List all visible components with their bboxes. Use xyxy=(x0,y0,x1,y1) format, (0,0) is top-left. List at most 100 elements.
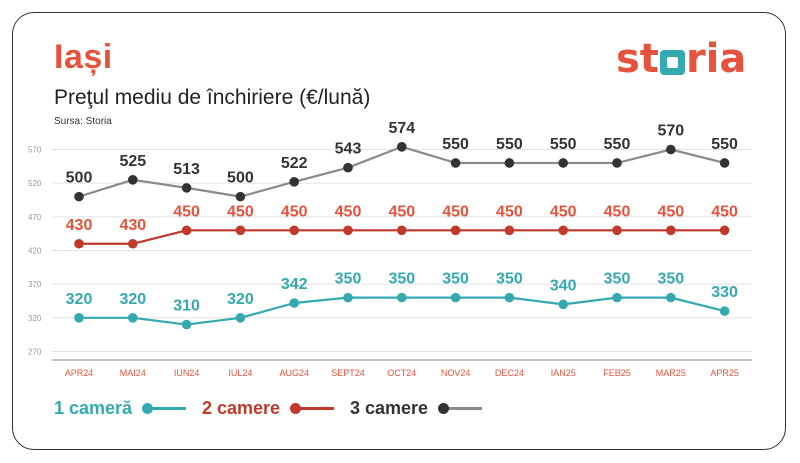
data-point-s3-11 xyxy=(666,144,676,155)
data-label-s2-10: 450 xyxy=(604,203,631,220)
data-point-s1-9 xyxy=(558,299,568,310)
data-point-s1-2 xyxy=(181,319,192,330)
x-tick-label-sept24: SEPT24 xyxy=(331,368,365,378)
logo-text-right: ria xyxy=(685,36,747,82)
legend-dot-1-camera xyxy=(142,403,154,414)
data-point-s3-12 xyxy=(719,158,730,168)
x-tick-label-apr25: APR25 xyxy=(710,368,739,378)
data-label-s3-0: 500 xyxy=(66,170,93,187)
logo-o-square-icon xyxy=(659,49,685,75)
data-label-s1-6: 350 xyxy=(388,271,415,288)
data-label-s1-10: 350 xyxy=(604,271,631,288)
data-point-s2-8 xyxy=(504,225,515,236)
data-label-s1-4: 342 xyxy=(281,276,308,293)
x-tick-label-iun24: IUN24 xyxy=(174,368,200,378)
data-point-s2-2 xyxy=(181,225,192,236)
y-tick-label-520: 520 xyxy=(28,179,42,188)
legend-line-3-camere xyxy=(438,403,483,414)
legend-item-3-camere: 3 camere xyxy=(350,398,483,419)
data-point-s3-7 xyxy=(450,158,461,168)
data-label-s1-0: 320 xyxy=(66,291,93,308)
data-label-s2-1: 430 xyxy=(119,217,146,234)
data-label-s2-12: 450 xyxy=(711,203,738,220)
data-point-s2-12 xyxy=(719,225,730,236)
x-tick-label-feb25: FEB25 xyxy=(603,368,631,378)
data-label-s3-6: 574 xyxy=(388,120,415,137)
x-tick-label-aug24: AUG24 xyxy=(279,368,309,378)
legend-line-1-camera xyxy=(142,403,187,414)
data-point-s2-11 xyxy=(666,225,676,236)
data-point-s2-7 xyxy=(450,225,461,236)
storia-logo: st ria xyxy=(616,36,746,82)
data-label-s1-11: 350 xyxy=(657,271,684,288)
data-point-s1-12 xyxy=(719,306,730,316)
data-label-s2-9: 450 xyxy=(550,203,577,220)
x-tick-label-mai24: MAI24 xyxy=(120,368,146,378)
data-point-s1-4 xyxy=(289,298,300,308)
data-label-s3-4: 522 xyxy=(281,155,308,172)
x-tick-label-dec24: DEC24 xyxy=(495,368,524,378)
data-label-s3-12: 550 xyxy=(711,136,738,153)
data-point-s3-1 xyxy=(128,174,138,185)
data-point-s2-9 xyxy=(558,225,568,236)
y-tick-label-320: 320 xyxy=(28,314,42,323)
data-label-s2-0: 430 xyxy=(66,217,93,234)
data-point-s1-5 xyxy=(343,292,353,303)
data-point-s1-10 xyxy=(612,292,622,303)
y-tick-label-470: 470 xyxy=(28,213,42,222)
data-point-s3-8 xyxy=(504,158,515,168)
legend-line-2-camere xyxy=(290,403,335,414)
data-label-s3-1: 525 xyxy=(119,153,146,170)
legend-label-1-camera: 1 cameră xyxy=(54,398,133,418)
data-point-s2-0 xyxy=(74,238,84,249)
data-point-s2-10 xyxy=(612,225,622,236)
x-tick-label-nov24: NOV24 xyxy=(441,368,471,378)
data-label-s3-11: 570 xyxy=(657,123,684,140)
data-label-s1-2: 310 xyxy=(173,298,200,315)
data-label-s2-5: 450 xyxy=(335,203,362,220)
data-point-s3-0 xyxy=(74,191,84,202)
data-label-s1-1: 320 xyxy=(119,291,146,308)
data-point-s2-4 xyxy=(289,225,300,236)
data-point-s3-5 xyxy=(343,162,353,173)
legend-dot-2-camere xyxy=(290,403,302,414)
data-label-s2-11: 450 xyxy=(657,203,684,220)
data-label-s1-7: 350 xyxy=(442,271,469,288)
legend-label-3-camere: 3 camere xyxy=(350,398,429,418)
data-point-s1-6 xyxy=(397,292,407,303)
legend-label-2-camere: 2 camere xyxy=(202,398,281,418)
x-tick-label-oct24: OCT24 xyxy=(387,368,416,378)
data-label-s2-3: 450 xyxy=(227,203,254,220)
data-label-s2-4: 450 xyxy=(281,203,308,220)
data-label-s3-5: 543 xyxy=(335,141,362,158)
logo-text-left: st xyxy=(616,36,659,82)
y-tick-label-420: 420 xyxy=(28,246,42,255)
data-label-s2-8: 450 xyxy=(496,203,523,220)
data-point-s1-8 xyxy=(504,292,515,303)
data-point-s2-5 xyxy=(343,225,353,236)
legend-dot-3-camere xyxy=(438,403,450,414)
y-tick-label-570: 570 xyxy=(28,146,42,155)
data-point-s1-11 xyxy=(666,292,676,303)
data-label-s1-3: 320 xyxy=(227,291,254,308)
data-label-s2-6: 450 xyxy=(388,203,415,220)
data-point-s1-3 xyxy=(235,313,246,323)
data-point-s3-10 xyxy=(612,158,622,168)
legend-item-1-camera: 1 cameră xyxy=(54,398,187,419)
data-label-s1-5: 350 xyxy=(335,271,362,288)
data-label-s2-7: 450 xyxy=(442,203,469,220)
data-point-s3-3 xyxy=(235,191,246,202)
data-point-s1-7 xyxy=(450,292,461,303)
x-tick-label-iul24: IUL24 xyxy=(228,368,252,378)
data-label-s3-10: 550 xyxy=(604,136,631,153)
data-point-s2-3 xyxy=(235,225,246,236)
data-point-s3-9 xyxy=(558,158,568,168)
y-tick-label-370: 370 xyxy=(28,280,42,289)
legend-item-2-camere: 2 camere xyxy=(202,398,335,419)
city-title: Iași xyxy=(54,38,113,76)
data-label-s3-7: 550 xyxy=(442,136,469,153)
data-label-s3-2: 513 xyxy=(173,161,200,178)
data-point-s3-6 xyxy=(397,142,407,152)
data-label-s3-9: 550 xyxy=(550,136,577,153)
data-point-s3-4 xyxy=(289,177,300,187)
